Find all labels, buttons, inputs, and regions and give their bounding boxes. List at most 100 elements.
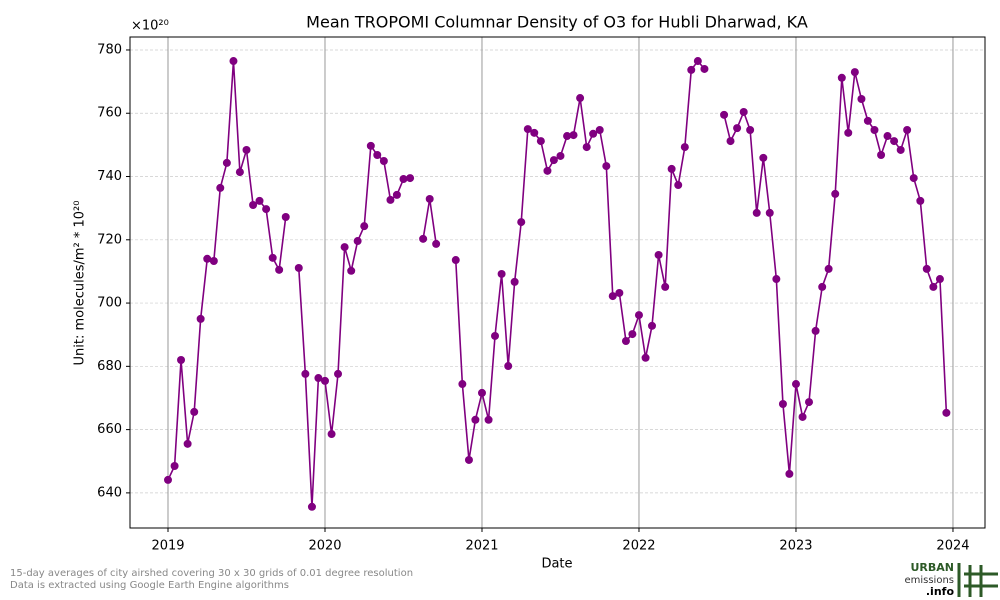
data-point <box>778 399 787 408</box>
data-point <box>870 126 879 135</box>
logo-text: emissions <box>904 575 954 586</box>
data-point <box>373 151 382 160</box>
data-point <box>831 189 840 198</box>
data-point <box>543 166 552 175</box>
data-point <box>406 174 415 183</box>
data-point <box>275 265 284 274</box>
data-point <box>242 145 251 154</box>
data-point <box>628 330 637 339</box>
data-point <box>569 131 578 140</box>
data-point <box>726 137 735 146</box>
data-point <box>523 125 532 134</box>
data-point <box>667 164 676 173</box>
data-point <box>183 439 192 448</box>
x-tick-label: 2019 <box>151 539 184 554</box>
y-tick-label: 740 <box>97 169 122 184</box>
data-point <box>504 362 513 371</box>
data-point <box>425 194 434 203</box>
data-point <box>517 218 526 227</box>
data-point <box>798 412 807 421</box>
data-point <box>209 256 218 265</box>
data-point <box>353 237 362 246</box>
data-point <box>857 95 866 104</box>
data-point <box>811 326 820 335</box>
logo-icon <box>957 563 998 597</box>
data-point <box>896 145 905 154</box>
data-point <box>491 331 500 340</box>
data-point <box>399 175 408 184</box>
data-point <box>419 234 428 243</box>
data-point <box>922 264 931 273</box>
data-point <box>733 124 742 133</box>
data-point <box>163 475 172 484</box>
data-point <box>392 190 401 199</box>
data-point <box>334 369 343 378</box>
data-point <box>700 64 709 73</box>
data-point <box>471 415 480 424</box>
data-point <box>883 132 892 141</box>
y-tick-label: 780 <box>97 42 122 57</box>
data-point <box>850 68 859 77</box>
data-point <box>661 282 670 291</box>
data-point <box>549 156 558 165</box>
data-point <box>464 455 473 464</box>
data-point <box>477 388 486 397</box>
data-point <box>484 415 493 424</box>
data-point <box>772 275 781 284</box>
data-point <box>536 137 545 146</box>
data-point <box>765 208 774 217</box>
data-point <box>386 195 395 204</box>
data-point <box>929 282 938 291</box>
data-point <box>432 239 441 248</box>
data-point <box>877 151 886 160</box>
data-point <box>687 65 696 74</box>
data-point <box>327 430 336 439</box>
data-point <box>249 200 258 209</box>
data-point <box>340 243 349 252</box>
data-point <box>621 337 630 346</box>
data-point <box>262 205 271 214</box>
data-point <box>255 196 264 205</box>
data-point <box>680 143 689 152</box>
x-tick-label: 2022 <box>622 539 655 554</box>
data-point <box>935 275 944 284</box>
data-point <box>674 181 683 190</box>
data-line <box>167 59 948 507</box>
y-axis-label: Unit: molecules/m² * 10²⁰ <box>73 201 88 366</box>
data-point <box>281 213 290 222</box>
x-axis-label: Date <box>541 557 572 572</box>
data-point <box>791 380 800 389</box>
data-point <box>903 126 912 135</box>
footnote: Data is extracted using Google Earth Eng… <box>10 580 289 591</box>
data-point <box>818 282 827 291</box>
data-point <box>752 208 761 217</box>
data-point <box>720 110 729 119</box>
data-point <box>216 183 225 192</box>
data-point <box>301 369 310 378</box>
data-point <box>746 126 755 135</box>
data-point <box>229 57 238 66</box>
data-point <box>602 162 611 171</box>
data-point <box>320 376 329 385</box>
data-point <box>497 269 506 278</box>
data-point <box>648 321 657 330</box>
data-point <box>170 461 179 470</box>
x-tick-label: 2021 <box>465 539 498 554</box>
y-tick-label: 760 <box>97 106 122 121</box>
data-point <box>576 94 585 103</box>
logo-text: URBAN <box>910 561 954 574</box>
logo: URBAN emissions .info <box>904 561 998 598</box>
data-point <box>314 374 323 383</box>
data-point <box>916 196 925 205</box>
data-point <box>268 253 277 262</box>
y-tick-label: 640 <box>97 485 122 500</box>
data-point <box>530 128 539 137</box>
data-point <box>556 151 565 160</box>
data-point <box>360 222 369 231</box>
data-point <box>366 141 375 150</box>
data-point <box>909 174 918 183</box>
data-point <box>196 314 205 323</box>
data-point <box>608 292 617 301</box>
x-tick-label: 2024 <box>936 539 969 554</box>
